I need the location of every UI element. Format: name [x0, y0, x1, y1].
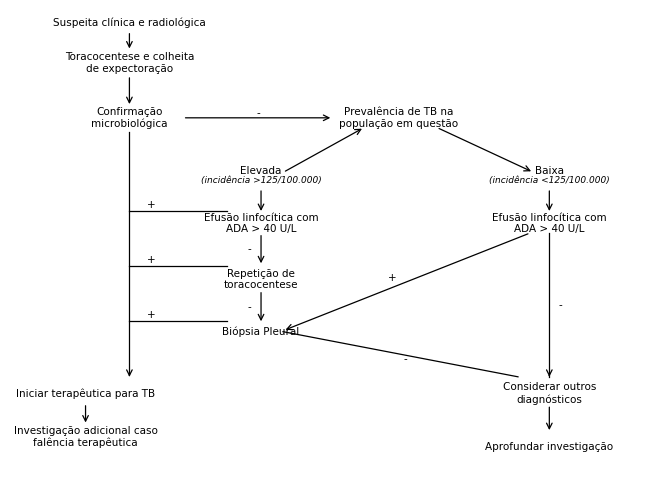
- Text: Iniciar terapêutica para TB: Iniciar terapêutica para TB: [16, 388, 155, 399]
- Text: Prevalência de TB na
população em questão: Prevalência de TB na população em questã…: [339, 107, 458, 129]
- Text: -: -: [404, 354, 407, 364]
- Text: +: +: [147, 200, 156, 210]
- Text: (incidência <125/100.000): (incidência <125/100.000): [489, 175, 610, 185]
- Text: +: +: [389, 273, 397, 283]
- Text: -: -: [248, 244, 252, 254]
- Text: Repetição de
toracocentese: Repetição de toracocentese: [224, 269, 298, 290]
- Text: Confirmação
microbiológica: Confirmação microbiológica: [91, 107, 168, 129]
- Text: Toracocentese e colheita
de expectoração: Toracocentese e colheita de expectoração: [64, 53, 194, 74]
- Text: Elevada: Elevada: [240, 166, 282, 176]
- Text: Investigação adicional caso
falência terapêutica: Investigação adicional caso falência ter…: [14, 426, 158, 448]
- Text: Biópsia Pleural: Biópsia Pleural: [223, 326, 299, 337]
- Text: -: -: [248, 302, 252, 312]
- Text: -: -: [256, 108, 260, 118]
- Text: Aprofundar investigação: Aprofundar investigação: [485, 442, 613, 452]
- Text: Baixa: Baixa: [535, 166, 564, 176]
- Text: Efusão linfocítica com
ADA > 40 U/L: Efusão linfocítica com ADA > 40 U/L: [204, 213, 318, 234]
- Text: +: +: [147, 255, 156, 265]
- Text: Considerar outros
diagnósticos: Considerar outros diagnósticos: [503, 382, 596, 404]
- Text: Suspeita clínica e radiológica: Suspeita clínica e radiológica: [53, 18, 206, 28]
- Text: Efusão linfocítica com
ADA > 40 U/L: Efusão linfocítica com ADA > 40 U/L: [492, 213, 607, 234]
- Text: (incidência >125/100.000): (incidência >125/100.000): [201, 175, 322, 185]
- Text: -: -: [559, 301, 562, 311]
- Text: +: +: [147, 310, 156, 320]
